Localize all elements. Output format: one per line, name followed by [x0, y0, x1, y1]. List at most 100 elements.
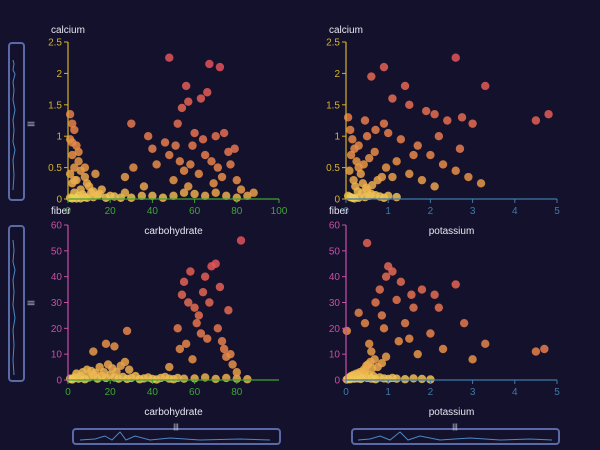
data-point[interactable] [365, 153, 374, 163]
data-point[interactable] [198, 287, 208, 297]
data-point[interactable] [343, 113, 353, 122]
data-point[interactable] [68, 138, 77, 147]
data-point[interactable] [232, 193, 241, 202]
data-point[interactable] [531, 347, 541, 356]
data-point[interactable] [476, 179, 486, 188]
data-point[interactable] [426, 150, 435, 160]
data-point[interactable] [213, 324, 223, 333]
data-point[interactable] [349, 175, 358, 185]
data-point[interactable] [169, 175, 178, 185]
data-point[interactable] [184, 97, 193, 106]
data-point[interactable] [346, 125, 355, 135]
data-point[interactable] [222, 373, 231, 383]
data-point[interactable] [409, 303, 418, 312]
data-point[interactable] [179, 374, 189, 383]
data-point[interactable] [91, 169, 100, 179]
data-point[interactable] [226, 349, 235, 359]
data-point[interactable] [400, 81, 410, 91]
data-point[interactable] [217, 337, 227, 346]
data-point[interactable] [148, 144, 157, 153]
data-point[interactable] [367, 180, 377, 190]
data-point[interactable] [181, 81, 191, 91]
data-point[interactable] [213, 163, 223, 172]
data-point[interactable] [356, 169, 365, 179]
data-point[interactable] [152, 160, 161, 169]
data-point[interactable] [129, 163, 138, 172]
data-point[interactable] [400, 318, 410, 328]
data-point[interactable] [451, 53, 460, 62]
data-point[interactable] [148, 191, 157, 201]
data-point[interactable] [217, 172, 227, 182]
data-point[interactable] [87, 188, 96, 197]
data-point[interactable] [468, 119, 477, 128]
data-point[interactable] [68, 150, 77, 160]
data-point[interactable] [89, 347, 98, 356]
data-point[interactable] [232, 374, 241, 383]
data-point[interactable] [200, 191, 210, 201]
data-point[interactable] [181, 339, 191, 349]
data-point[interactable] [243, 375, 252, 384]
data-point[interactable] [186, 160, 195, 169]
data-point[interactable] [249, 188, 258, 197]
data-point[interactable] [359, 160, 368, 169]
data-point[interactable] [438, 160, 448, 169]
data-point[interactable] [388, 172, 397, 182]
data-point[interactable] [360, 318, 370, 328]
data-point[interactable] [481, 81, 490, 91]
data-point[interactable] [173, 119, 182, 128]
data-point[interactable] [459, 318, 469, 328]
data-point[interactable] [198, 135, 208, 144]
data-point[interactable] [211, 374, 220, 384]
data-point[interactable] [196, 329, 206, 338]
data-point[interactable] [124, 365, 134, 374]
data-point[interactable] [540, 344, 549, 354]
horizontal-range-slider-right[interactable]: ||| [351, 424, 560, 445]
data-point[interactable] [173, 324, 182, 333]
data-point[interactable] [362, 132, 372, 141]
data-point[interactable] [405, 100, 414, 110]
data-point[interactable] [354, 308, 363, 318]
data-point[interactable] [232, 175, 241, 185]
data-point[interactable] [392, 295, 401, 305]
data-point[interactable] [379, 324, 389, 333]
data-point[interactable] [177, 103, 187, 113]
data-point[interactable] [80, 163, 90, 172]
data-point[interactable] [236, 185, 246, 194]
data-point[interactable] [127, 193, 136, 202]
data-point[interactable] [371, 125, 380, 135]
data-point[interactable] [175, 157, 185, 166]
data-point[interactable] [137, 191, 147, 201]
data-point[interactable] [190, 189, 199, 199]
data-point[interactable] [120, 188, 130, 197]
data-point[interactable] [165, 150, 174, 160]
data-point[interactable] [70, 175, 79, 185]
data-point[interactable] [409, 150, 418, 160]
data-point[interactable] [78, 190, 87, 199]
data-point[interactable] [388, 267, 397, 276]
data-point[interactable] [74, 147, 83, 157]
data-point[interactable] [531, 116, 541, 125]
data-point[interactable] [139, 182, 149, 191]
data-point[interactable] [160, 138, 170, 147]
data-point[interactable] [371, 298, 380, 307]
data-point[interactable] [370, 355, 379, 364]
data-point[interactable] [405, 169, 414, 179]
data-point[interactable] [377, 311, 387, 320]
data-point[interactable] [384, 128, 393, 138]
data-point[interactable] [120, 172, 130, 182]
data-point[interactable] [205, 298, 214, 307]
data-point[interactable] [348, 135, 357, 144]
data-point[interactable] [120, 357, 130, 367]
data-point[interactable] [143, 132, 153, 141]
data-point[interactable] [377, 359, 387, 368]
data-point[interactable] [205, 59, 214, 69]
data-point[interactable] [190, 128, 199, 138]
data-point[interactable] [379, 119, 389, 128]
data-point[interactable] [464, 172, 473, 182]
data-point[interactable] [99, 368, 109, 377]
data-point[interactable] [407, 290, 416, 299]
horizontal-range-slider-left[interactable]: ||| [72, 424, 281, 445]
data-point[interactable] [400, 375, 410, 384]
data-point[interactable] [110, 342, 119, 351]
data-point[interactable] [384, 191, 393, 201]
